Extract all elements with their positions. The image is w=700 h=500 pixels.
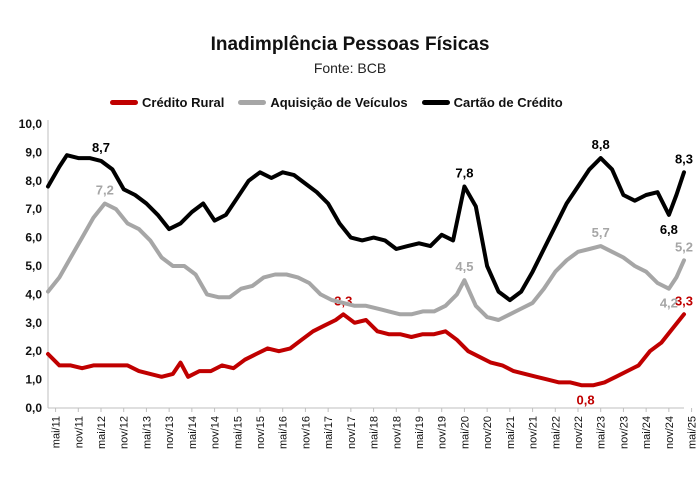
x-tick-label: mai/18 <box>369 416 381 449</box>
y-tick-label: 6,0 <box>25 231 42 245</box>
y-tick-label: 8,0 <box>25 174 42 188</box>
y-tick-label: 4,0 <box>25 287 42 301</box>
x-tick-label: nov/20 <box>482 416 494 449</box>
legend-item-aquisicao-veiculos: Aquisição de Veículos <box>238 95 408 110</box>
y-tick-label: 2,0 <box>25 344 42 358</box>
data-label-credito-rural: 3,3 <box>675 293 693 308</box>
x-tick-label: mai/19 <box>414 416 426 449</box>
x-tick-label: nov/15 <box>255 416 267 449</box>
x-tick-label: nov/11 <box>73 416 85 448</box>
x-tick-label: mai/16 <box>278 416 290 449</box>
x-tick-label: nov/16 <box>300 416 312 449</box>
data-label-aquisicao-veiculos: 4,2 <box>660 296 678 311</box>
y-tick-label: 0,0 <box>25 401 42 415</box>
y-tick-label: 1,0 <box>25 373 42 387</box>
x-tick-label: nov/22 <box>573 416 585 449</box>
x-tick-label: mai/17 <box>323 416 335 449</box>
series-line-cartao-credito <box>46 153 686 303</box>
legend: Crédito Rural Aquisição de Veículos Cart… <box>110 95 563 110</box>
x-tick-label: nov/12 <box>119 416 131 449</box>
data-label-cartao-credito: 7,8 <box>455 165 473 180</box>
x-tick-label: nov/13 <box>164 416 176 449</box>
legend-label-credito-rural: Crédito Rural <box>142 95 225 110</box>
x-tick-label: mai/21 <box>505 416 517 449</box>
legend-swatch-cartao-credito <box>421 100 450 105</box>
x-tick-label: nov/14 <box>210 416 222 449</box>
x-tick-label: mai/11 <box>51 416 63 448</box>
legend-label-cartao-credito: Cartão de Crédito <box>453 95 563 110</box>
y-tick-label: 3,0 <box>25 316 42 330</box>
data-label-aquisicao-veiculos: 5,7 <box>592 225 610 240</box>
data-label-cartao-credito: 8,3 <box>675 151 693 166</box>
data-label-aquisicao-veiculos: 7,2 <box>96 183 114 198</box>
data-label-cartao-credito: 8,8 <box>592 137 610 152</box>
x-tick-label: nov/24 <box>664 416 676 449</box>
legend-item-credito-rural: Crédito Rural <box>110 95 224 110</box>
x-tick-label: nov/18 <box>391 416 403 449</box>
data-label-credito-rural: 0,8 <box>577 392 595 407</box>
series-line-credito-rural <box>46 312 686 388</box>
data-label-cartao-credito: 6,8 <box>660 222 678 237</box>
legend-swatch-credito-rural <box>110 100 138 105</box>
x-tick-label: mai/15 <box>232 416 244 449</box>
legend-label-aquisicao-veiculos: Aquisição de Veículos <box>270 95 408 110</box>
x-tick-label: nov/23 <box>618 416 630 449</box>
x-tick-label: mai/12 <box>96 416 108 449</box>
data-label-aquisicao-veiculos: 4,5 <box>455 259 473 274</box>
x-tick-label: mai/24 <box>641 416 653 449</box>
data-label-cartao-credito: 8,7 <box>92 140 110 155</box>
x-tick-label: nov/17 <box>346 416 358 449</box>
chart-title: Inadimplência Pessoas Físicas <box>210 34 490 55</box>
x-tick-label: mai/23 <box>596 416 608 449</box>
legend-item-cartao-credito: Cartão de Crédito <box>421 95 563 110</box>
data-label-aquisicao-veiculos: 5,2 <box>675 239 693 254</box>
y-tick-label: 10,0 <box>19 117 43 131</box>
x-tick-label: nov/19 <box>437 416 449 449</box>
x-tick-label: mai/13 <box>141 416 153 449</box>
series-line-aquisicao-veiculos <box>46 201 686 322</box>
y-tick-label: 5,0 <box>25 259 42 273</box>
legend-swatch-aquisicao-veiculos <box>238 100 267 105</box>
x-tick-label: nov/21 <box>528 416 540 449</box>
y-tick-label: 9,0 <box>25 145 42 159</box>
x-tick-label: mai/22 <box>550 416 562 449</box>
y-tick-label: 7,0 <box>25 202 42 216</box>
chart-subtitle: Fonte: BCB <box>313 60 387 76</box>
x-tick-label: mai/14 <box>187 416 199 449</box>
x-tick-label: mai/20 <box>459 416 471 449</box>
x-tick-label: mai/25 <box>687 416 699 449</box>
